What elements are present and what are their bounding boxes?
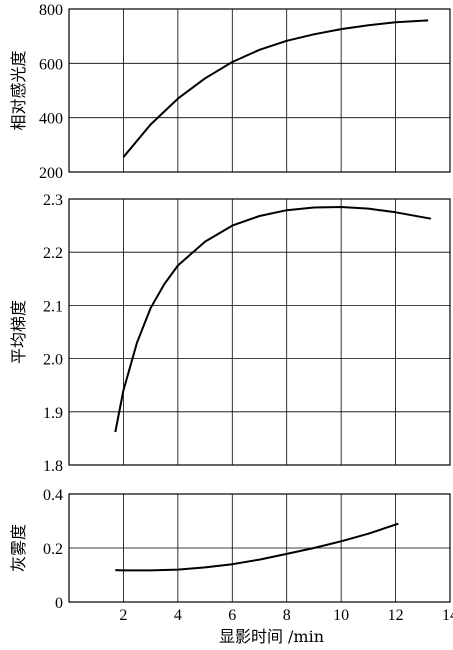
y-tick-label: 2.2 [43,245,63,262]
grid-lines [69,494,450,602]
x-tick-label: 14 [442,607,453,624]
y-tick-labels: 1.8 1.9 2.0 2.1 2.2 2.3 [43,192,63,475]
y-tick-label: 600 [39,56,63,73]
x-tick-label: 6 [228,607,236,624]
y-axis-label: 相对感光度 [9,50,28,130]
panel-relative-sensitivity: 200 400 600 800 相对感光度 [9,2,451,182]
y-tick-label: 0 [55,595,63,612]
plot-frame [68,8,451,173]
y-tick-labels: 200 400 600 800 [39,2,63,182]
y-tick-label: 800 [39,2,63,19]
y-tick-label: 200 [39,165,63,182]
y-axis-label: 灰雾度 [9,524,28,572]
y-tick-labels: 0 0.2 0.4 [43,487,63,612]
series-line [122,19,429,158]
panel-average-gradient: 1.8 1.9 2.0 2.1 2.2 2.3 平均梯度 [9,192,451,475]
x-tick-label: 2 [119,607,127,624]
y-tick-label: 0.4 [43,487,63,504]
y-tick-label: 2.0 [43,352,63,369]
y-tick-label: 2.3 [43,192,63,209]
panel-fog-density: 0 0.2 0.4 灰雾度 2 4 6 8 10 12 14 显影时间 /min [9,487,453,646]
y-tick-label: 1.8 [43,458,63,475]
y-tick-label: 400 [39,111,63,128]
series-line [114,206,432,433]
y-tick-label: 1.9 [43,405,63,422]
plot-frame [68,198,451,466]
x-tick-label: 4 [174,607,182,624]
series-line [115,522,399,572]
x-axis-label: 显影时间 /min [219,627,324,646]
plot-frame [68,493,451,603]
x-tick-label: 12 [388,607,404,624]
x-tick-label: 10 [333,607,349,624]
y-tick-label: 2.1 [43,298,63,315]
x-tick-labels: 2 4 6 8 10 12 14 [119,607,453,624]
y-axis-label: 平均梯度 [9,300,28,364]
y-tick-label: 0.2 [43,541,63,558]
grid-lines [69,9,450,172]
x-tick-label: 8 [283,607,291,624]
grid-lines [69,199,450,465]
